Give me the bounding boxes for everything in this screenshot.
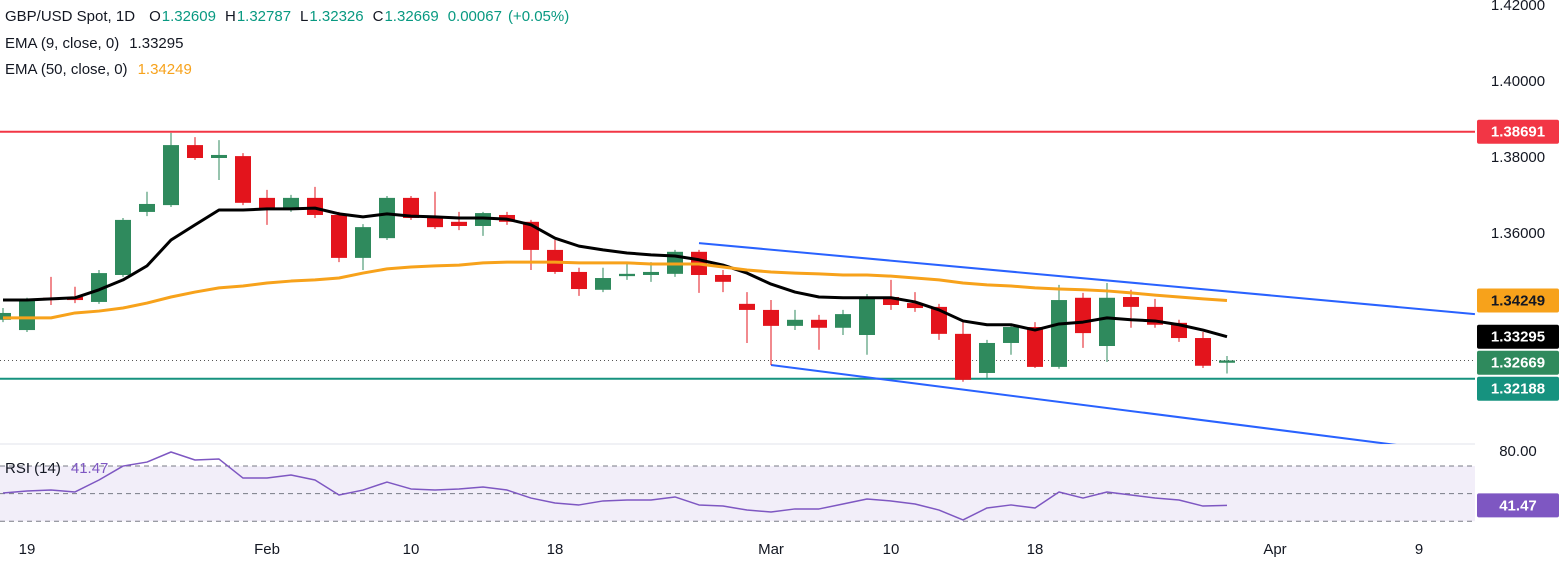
candle-body xyxy=(1123,297,1139,307)
candle-body xyxy=(955,333,971,380)
y-tick-label: 1.36000 xyxy=(1491,225,1545,242)
symbol-title: GBP/USD Spot, 1D xyxy=(5,8,135,25)
x-tick-label: Mar xyxy=(758,541,784,558)
x-tick-label: 10 xyxy=(883,541,900,558)
candle-body xyxy=(259,197,275,211)
price-label-box xyxy=(1477,324,1559,349)
price-label-box xyxy=(1477,119,1559,144)
candle-body xyxy=(907,303,923,309)
candle-body xyxy=(859,297,875,335)
price-label-box xyxy=(1477,350,1559,375)
y-tick-label: 1.38000 xyxy=(1491,149,1545,166)
candle-body xyxy=(787,319,803,326)
change-percent: (+0.05%) xyxy=(508,8,569,25)
ohlc-value: 1.32609 xyxy=(162,8,216,25)
x-tick-label: Feb xyxy=(254,541,280,558)
candle-body xyxy=(379,197,395,239)
x-tick-label: 10 xyxy=(403,541,420,558)
candle-body xyxy=(811,319,827,328)
x-tick-label: 18 xyxy=(547,541,564,558)
candle-body xyxy=(619,273,635,277)
rsi-label-box xyxy=(1477,493,1559,518)
price-label: 1.32188 xyxy=(1491,381,1545,398)
x-tick-label: 9 xyxy=(1415,541,1423,558)
candle-body xyxy=(451,221,467,226)
candle-body xyxy=(475,213,491,226)
y-tick-label: 1.42000 xyxy=(1491,0,1545,14)
labels: 1.42000 1.40000 1.38000 1.36000 80.00 19 Feb 10… xyxy=(5,0,1559,558)
candle-body xyxy=(643,271,659,275)
x-tick-label: 19 xyxy=(19,541,36,558)
ohlc-label: O xyxy=(149,8,161,25)
indicator-name: EMA (50, close, 0) xyxy=(5,61,128,78)
rsi-pane xyxy=(0,451,1475,522)
x-tick-label: Apr xyxy=(1263,541,1286,558)
candle-body xyxy=(1099,297,1115,347)
channel-line xyxy=(770,364,1397,444)
channel-line xyxy=(698,242,1475,316)
candle-body xyxy=(403,197,419,219)
candle-body xyxy=(1075,297,1091,334)
candle-body xyxy=(763,309,779,326)
candle-body xyxy=(91,273,107,302)
candle-body xyxy=(523,221,539,250)
candle-body xyxy=(883,297,899,305)
price-label: 1.32669 xyxy=(1491,355,1545,372)
price-label-box xyxy=(1477,376,1559,401)
candle-body xyxy=(739,303,755,310)
price-label: 1.33295 xyxy=(1491,329,1545,346)
candle-body xyxy=(427,216,443,228)
ohlc-value: 1.32326 xyxy=(309,8,363,25)
ema-line xyxy=(3,206,1228,339)
candle-body xyxy=(715,274,731,282)
rsi-name: RSI (14) xyxy=(5,460,61,477)
price-label: 1.38691 xyxy=(1491,124,1545,141)
candle-body xyxy=(115,219,131,275)
candle-body xyxy=(187,145,203,159)
rsi-value: 41.47 xyxy=(71,460,109,477)
candle-body xyxy=(19,300,35,331)
candle-body xyxy=(595,278,611,290)
candle-body xyxy=(211,154,227,159)
change-value: 0.00067 xyxy=(448,8,502,25)
candle-body xyxy=(931,306,947,334)
indicator-value: 1.34249 xyxy=(138,61,192,78)
ohlc-label: C xyxy=(373,8,384,25)
candle-body xyxy=(331,214,347,258)
candle-body xyxy=(307,197,323,215)
x-tick-label: 18 xyxy=(1027,541,1044,558)
indicator-value: 1.33295 xyxy=(129,35,183,52)
candle-body xyxy=(571,271,587,290)
candle-body xyxy=(1003,327,1019,343)
candle-body xyxy=(1051,300,1067,367)
price-label: 1.34249 xyxy=(1491,292,1545,309)
ohlc-label: L xyxy=(300,8,308,25)
ohlc-value: 1.32787 xyxy=(237,8,291,25)
candle-body xyxy=(283,197,299,211)
candle-body xyxy=(1027,327,1043,367)
ema-line xyxy=(3,260,1228,320)
candle-body xyxy=(0,312,11,320)
rsi-label: 41.47 xyxy=(1499,497,1537,514)
candle-body xyxy=(235,156,251,203)
candle-body xyxy=(355,227,371,258)
candle-body xyxy=(1195,338,1211,366)
candle-body xyxy=(139,203,155,212)
rsi-line xyxy=(2,451,1228,521)
candle-body xyxy=(1219,360,1235,363)
ohlc-value: 1.32669 xyxy=(384,8,438,25)
candle-body xyxy=(979,342,995,373)
y-tick-label: 1.40000 xyxy=(1491,73,1545,90)
price-label-box xyxy=(1477,288,1559,313)
candle-body xyxy=(163,145,179,206)
price-pane xyxy=(0,130,1475,444)
indicator-name: EMA (9, close, 0) xyxy=(5,35,119,52)
ohlc-label: H xyxy=(225,8,236,25)
rsi-tick-label: 80.00 xyxy=(1499,443,1537,460)
candle-body xyxy=(835,314,851,328)
